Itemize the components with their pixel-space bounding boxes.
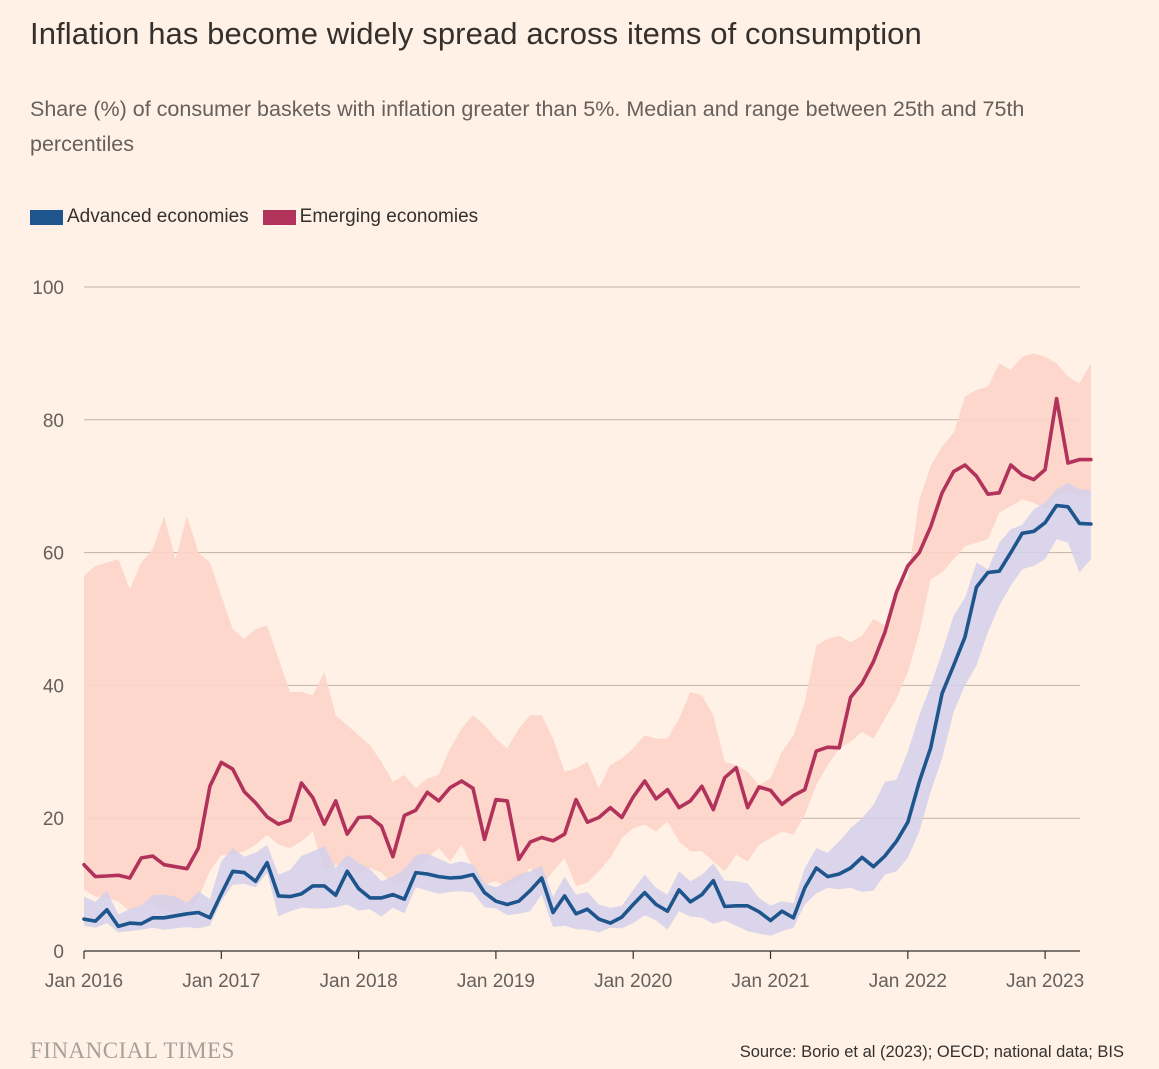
y-tick-label: 100 [32,278,64,299]
legend: Advanced economies Emerging economies [30,206,492,228]
legend-label-emerging: Emerging economies [299,206,479,227]
source-note: Source: Borio et al (2023); OECD; nation… [739,1043,1124,1061]
y-tick-label: 80 [43,411,64,432]
x-tick-label: Jan 2016 [45,971,123,992]
ft-logo: FINANCIAL TIMES [30,1038,235,1063]
x-tick-label: Jan 2023 [1006,971,1084,992]
x-tick-label: Jan 2017 [182,971,260,992]
x-tick-label: Jan 2019 [457,971,535,992]
legend-swatch-emerging [262,209,296,225]
median-lines [82,396,1093,929]
legend-swatch-advanced [30,209,63,225]
chart-title: Inflation has become widely spread acros… [30,16,922,51]
x-tick-label: Jan 2018 [320,971,398,992]
median-line-emerging [82,396,1093,880]
x-tick-label: Jan 2022 [869,971,947,992]
median-line-advanced [82,503,1093,929]
chart-subtitle: Share (%) of consumer baskets with infla… [30,97,1025,156]
y-tick-label: 60 [43,544,64,565]
y-tick-label: 20 [43,809,64,830]
band-emerging [84,353,1091,913]
y-tick-label: 40 [43,676,64,697]
x-tick-label: Jan 2020 [594,971,672,992]
legend-item-advanced: Advanced economies [30,206,249,228]
percentile-bands [84,353,1091,936]
y-tick-label: 0 [53,942,64,963]
axes: 0 20 40 60 80 100 Jan 2016 Jan 2017 Jan 2018 Jan … [32,278,1084,992]
legend-label-advanced: Advanced economies [67,206,249,227]
legend-item-emerging: Emerging economies [262,206,479,228]
x-tick-label: Jan 2021 [731,971,809,992]
